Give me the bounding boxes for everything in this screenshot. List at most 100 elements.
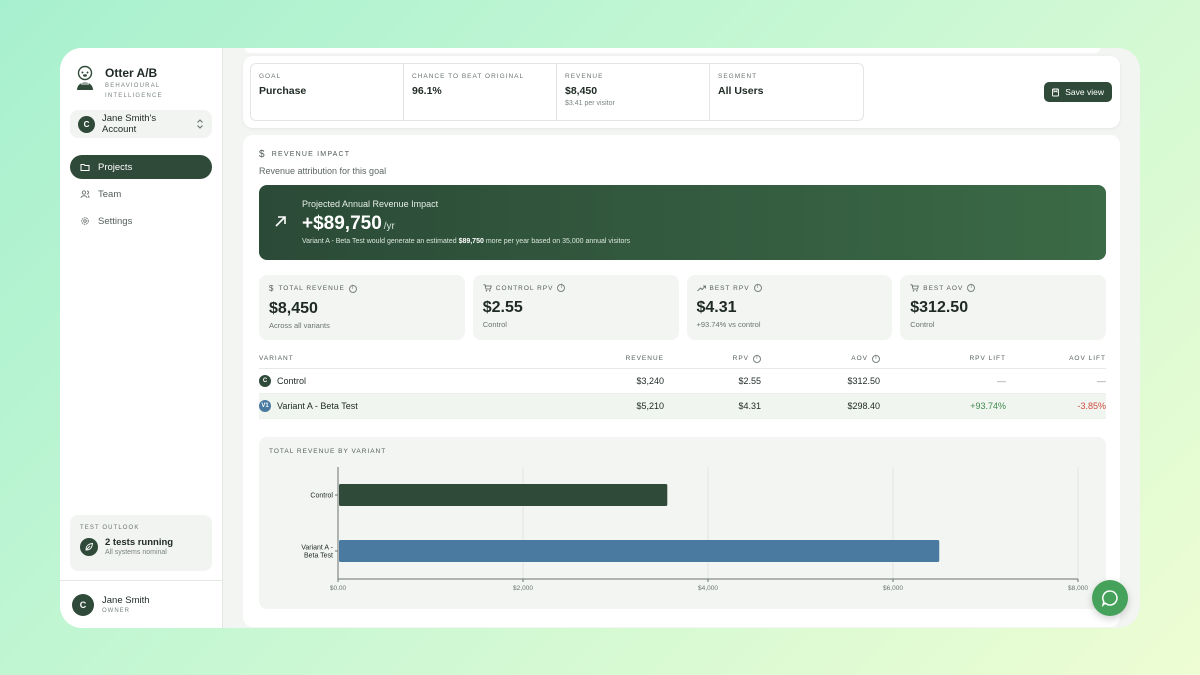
user-avatar: C	[72, 593, 94, 616]
cell-revenue: $3,240	[636, 376, 664, 386]
cell-rpv-lift: —	[997, 376, 1006, 386]
cell-rpv: $4.31	[738, 401, 761, 411]
summary-label: GOAL	[259, 73, 282, 80]
sidebar-item-label: Settings	[98, 215, 133, 227]
kpi-value: $8,450	[269, 300, 318, 317]
kpi-best-aov: BEST AOV $312.50 Control	[900, 275, 1106, 340]
hero-desc-pre: Variant A - Beta Test would generate an …	[302, 238, 459, 245]
summary-label: REVENUE	[565, 73, 604, 80]
col-header-rpv-lift[interactable]: RPV LIFT	[969, 355, 1006, 362]
kpi-control-rpv: CONTROL RPV $2.55 Control	[472, 275, 679, 340]
chat-button[interactable]	[1092, 580, 1128, 616]
user-profile[interactable]: C Jane Smith OWNER	[60, 580, 223, 628]
brand-tagline-1: BEHAVIOURAL	[105, 83, 161, 89]
sidebar-item-projects[interactable]: Projects	[70, 155, 212, 179]
summary-label: SEGMENT	[718, 73, 758, 80]
table-row[interactable]: V1 Variant A - Beta Test $5,210 $4.31 $29…	[259, 394, 1106, 419]
info-icon[interactable]	[753, 284, 762, 292]
y-category-label: Beta Test	[304, 553, 333, 560]
kpi-label: BEST AOV	[923, 284, 964, 292]
hero-description: Variant A - Beta Test would generate an …	[302, 238, 630, 245]
cart-icon	[483, 284, 492, 292]
y-category-label: Control	[310, 493, 333, 500]
bookmark-icon	[1052, 88, 1060, 96]
projected-impact-banner: Projected Annual Revenue Impact +$89,750…	[259, 185, 1106, 260]
section-title: REVENUE IMPACT	[271, 151, 351, 158]
leaf-icon	[80, 537, 98, 556]
kpi-value: $312.50	[910, 299, 969, 316]
variant-name: Variant A - Beta Test	[277, 401, 358, 411]
info-icon[interactable]	[753, 354, 761, 363]
brand-tagline-2: INTELLIGENCE	[105, 93, 163, 99]
revenue-bar-chart: $0.00 $2,000 $4,000 $6,000 $8,000 Control Vari…	[301, 467, 1088, 592]
info-icon[interactable]	[557, 284, 566, 292]
hero-label: Projected Annual Revenue Impact	[302, 199, 439, 209]
summary-value: 96.1%	[412, 85, 442, 97]
summary-sub: $3.41 per visitor	[565, 100, 615, 107]
folder-icon	[80, 164, 90, 171]
chart-title: TOTAL REVENUE BY VARIANT	[269, 448, 387, 455]
x-tick-label: $2,000	[513, 585, 533, 592]
chat-bubble-icon	[1101, 590, 1118, 607]
user-role: OWNER	[102, 608, 130, 614]
user-name: Jane Smith	[102, 595, 150, 606]
summary-segment: SEGMENT All Users	[710, 64, 863, 120]
info-icon[interactable]	[967, 284, 976, 292]
kpi-label: CONTROL RPV	[495, 284, 554, 292]
summary-label: CHANCE TO BEAT ORIGINAL	[412, 73, 525, 80]
variant-table: VARIANT REVENUE RPV AOV RPV LIFT AOV LIF…	[259, 349, 1106, 419]
kpi-label: TOTAL REVENUE	[278, 285, 345, 292]
cell-aov: $312.50	[847, 376, 880, 386]
revenue-impact-card: $ REVENUE IMPACT Revenue attribution for…	[243, 135, 1120, 627]
table-row[interactable]: C Control $3,240 $2.55 $312.50 — —	[259, 369, 1106, 394]
variant-name: Control	[277, 376, 307, 386]
x-tick-label: $4,000	[698, 585, 718, 592]
brand[interactable]: Otter A/B BEHAVIOURAL INTELLIGENCE	[73, 65, 163, 100]
info-icon[interactable]	[872, 354, 880, 363]
cell-aov: $298.40	[847, 401, 880, 411]
brand-name: Otter A/B	[105, 66, 158, 80]
save-view-label: Save view	[1065, 87, 1104, 97]
bar-1	[339, 540, 940, 562]
top-card-edge	[245, 48, 1100, 53]
kpi-value: $4.31	[696, 299, 737, 316]
app-window: Otter A/B BEHAVIOURAL INTELLIGENCE C Jan…	[60, 48, 1140, 628]
cart-icon	[910, 284, 920, 292]
summary-chance: CHANCE TO BEAT ORIGINAL 96.1%	[404, 64, 557, 120]
save-view-button[interactable]: Save view	[1044, 82, 1112, 102]
col-header-rpv[interactable]: RPV	[664, 354, 761, 363]
kpi-sub: Control	[482, 320, 507, 329]
x-tick-label: $8,000	[1068, 585, 1088, 592]
table-header: VARIANT REVENUE RPV AOV RPV LIFT AOV LIF…	[259, 349, 1106, 369]
sidebar-nav: Projects Team Settings	[70, 155, 212, 236]
section-subtitle: Revenue attribution for this goal	[259, 166, 387, 176]
col-header-aov[interactable]: AOV	[761, 354, 880, 363]
sidebar-item-label: Team	[98, 188, 122, 200]
kpi-value: $2.55	[482, 299, 523, 316]
cell-aov-lift: —	[1097, 376, 1106, 386]
main-content: GOAL Purchase CHANCE TO BEAT ORIGINAL 96…	[223, 48, 1140, 628]
col-header-label: RPV	[732, 355, 749, 362]
kpi-sub: Control	[910, 320, 935, 329]
test-outlook-card: TEST OUTLOOK 2 tests running All systems…	[70, 515, 212, 571]
gear-icon	[81, 217, 89, 225]
kpi-sub: Across all variants	[269, 321, 330, 330]
kpi-label: BEST RPV	[709, 284, 750, 292]
kpi-sub: +93.74% vs control	[696, 320, 761, 329]
sidebar-item-settings[interactable]: Settings	[70, 209, 212, 233]
dollar-icon: $	[269, 284, 275, 293]
col-header-revenue[interactable]: REVENUE	[625, 355, 664, 362]
account-switcher[interactable]: C Jane Smith's Account	[70, 110, 212, 138]
sidebar-item-label: Projects	[98, 161, 133, 173]
variant-badge: V1	[259, 400, 271, 412]
kpi-best-rpv: BEST RPV $4.31 +93.74% vs control	[686, 275, 893, 340]
kpi-total-revenue: $TOTAL REVENUE $8,450 Across all variant…	[259, 275, 465, 340]
arrow-up-right-icon	[275, 216, 286, 227]
x-tick-label: $6,000	[883, 585, 903, 592]
kpi-row: $TOTAL REVENUE $8,450 Across all variant…	[259, 275, 1106, 340]
info-icon[interactable]	[348, 284, 357, 293]
col-header-variant[interactable]: VARIANT	[259, 355, 294, 362]
account-avatar: C	[78, 115, 95, 133]
sidebar-item-team[interactable]: Team	[70, 182, 212, 206]
col-header-aov-lift[interactable]: AOV LIFT	[1069, 355, 1106, 362]
